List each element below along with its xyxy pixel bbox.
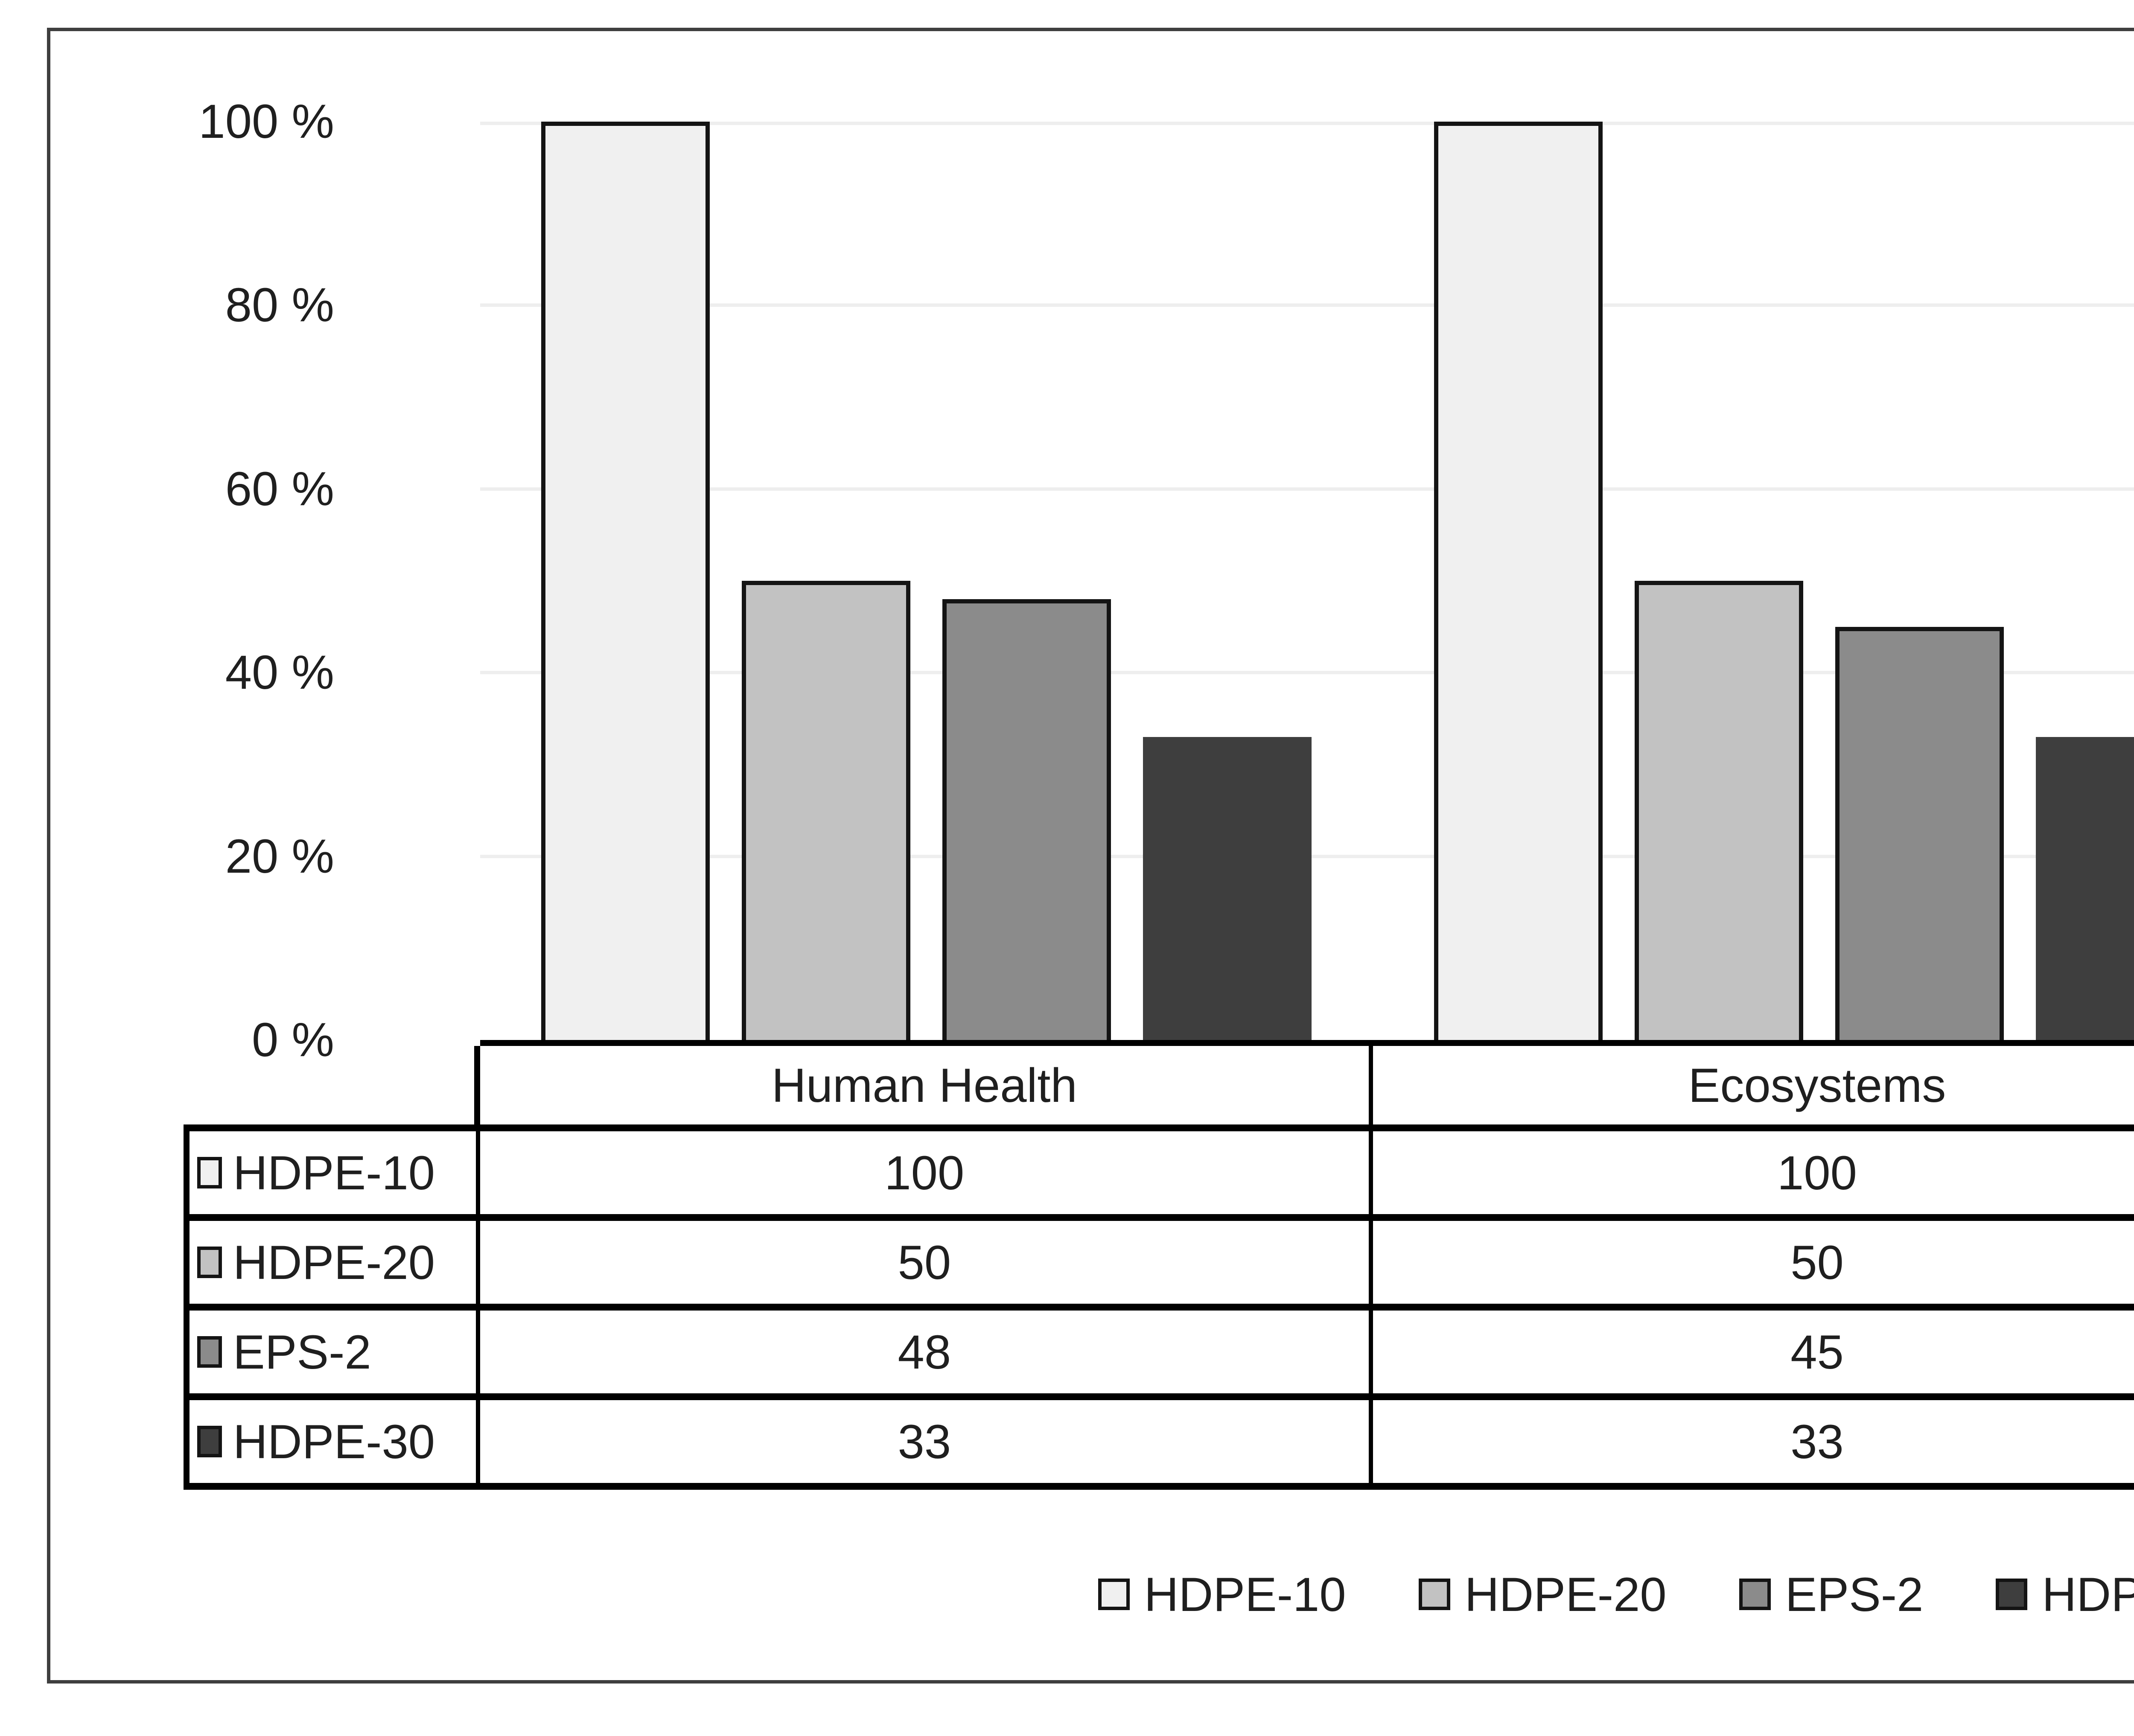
legend-label: HDPE-10 <box>1144 1567 1346 1621</box>
data-table: Human HealthEcosystemsResourcesHDPE-1010… <box>184 1046 2134 1490</box>
series-name: EPS-2 <box>233 1325 371 1379</box>
bar-hdpe-30-ecosystems <box>2035 737 2134 1040</box>
table-row-label: HDPE-30 <box>184 1400 480 1490</box>
legend-swatch-icon <box>1739 1579 1771 1610</box>
table-value-cell: 33 <box>480 1400 1373 1490</box>
series-name: HDPE-30 <box>233 1415 435 1468</box>
legend-item-hdpe-10: HDPE-10 <box>1098 1567 1346 1622</box>
bar-hdpe-20-human-health <box>742 581 911 1040</box>
bar-hdpe-20-ecosystems <box>1634 581 1803 1040</box>
table-row-label: HDPE-10 <box>184 1131 480 1221</box>
gridline <box>480 303 2134 307</box>
table-value-cell: 48 <box>480 1311 1373 1400</box>
series-name: HDPE-10 <box>233 1146 435 1200</box>
table-header-cell: Human Health <box>480 1046 1373 1131</box>
y-axis-labels: 100 % 80 % 60 % 40 % 20 % 0 % <box>50 31 334 1680</box>
chart-frame: 100 % 80 % 60 % 40 % 20 % 0 % Human Health Eco… <box>47 28 2134 1684</box>
legend-swatch-icon <box>1996 1579 2028 1610</box>
table-value-cell: 33 <box>1373 1400 2134 1490</box>
y-tick-label: 60 % <box>225 462 334 516</box>
chart-legend: HDPE-10 HDPE-20 EPS-2 HDPE-30 <box>184 1562 2134 1626</box>
legend-key-icon <box>197 1426 222 1457</box>
bar-group-ecosystems <box>1373 122 2134 1040</box>
y-tick-label: 40 % <box>225 646 334 699</box>
table-value-cell: 50 <box>1373 1221 2134 1311</box>
legend-key-icon <box>197 1336 222 1368</box>
legend-item-eps-2: EPS-2 <box>1739 1567 1924 1622</box>
gridline <box>480 671 2134 675</box>
table-value-cell: 100 <box>1373 1131 2134 1221</box>
legend-item-hdpe-30: HDPE-30 <box>1996 1567 2134 1622</box>
table-value-cell: 100 <box>480 1131 1373 1221</box>
bar-eps-2-human-health <box>942 599 1111 1040</box>
gridline <box>480 122 2134 125</box>
table-row-label: HDPE-20 <box>184 1221 480 1311</box>
legend-swatch-icon <box>1418 1579 1450 1610</box>
bar-hdpe-30-human-health <box>1143 737 1312 1040</box>
bar-eps-2-ecosystems <box>1835 626 2004 1040</box>
gridline <box>480 487 2134 491</box>
y-tick-label: 20 % <box>225 829 334 883</box>
y-tick-label: 100 % <box>198 95 334 148</box>
legend-swatch-icon <box>1098 1579 1130 1610</box>
table-row-label: EPS-2 <box>184 1311 480 1400</box>
table-value-cell: 45 <box>1373 1311 2134 1400</box>
legend-key-icon <box>197 1157 222 1188</box>
bar-hdpe-10-ecosystems <box>1434 122 1603 1040</box>
table-header-cell: Ecosystems <box>1373 1046 2134 1131</box>
legend-item-hdpe-20: HDPE-20 <box>1418 1567 1667 1622</box>
bar-group-human-health <box>480 122 1373 1040</box>
y-tick-label: 80 % <box>225 278 334 332</box>
table-corner-cell <box>184 1046 480 1131</box>
y-tick-label: 0 % <box>252 1013 334 1066</box>
series-name: HDPE-20 <box>233 1235 435 1289</box>
table-value-cell: 50 <box>480 1221 1373 1311</box>
legend-key-icon <box>197 1247 222 1278</box>
legend-label: EPS-2 <box>1785 1567 1924 1621</box>
legend-label: HDPE-20 <box>1464 1567 1667 1621</box>
bar-hdpe-10-human-health <box>541 122 710 1040</box>
plot-area <box>480 122 2134 1046</box>
legend-label: HDPE-30 <box>2042 1567 2134 1621</box>
